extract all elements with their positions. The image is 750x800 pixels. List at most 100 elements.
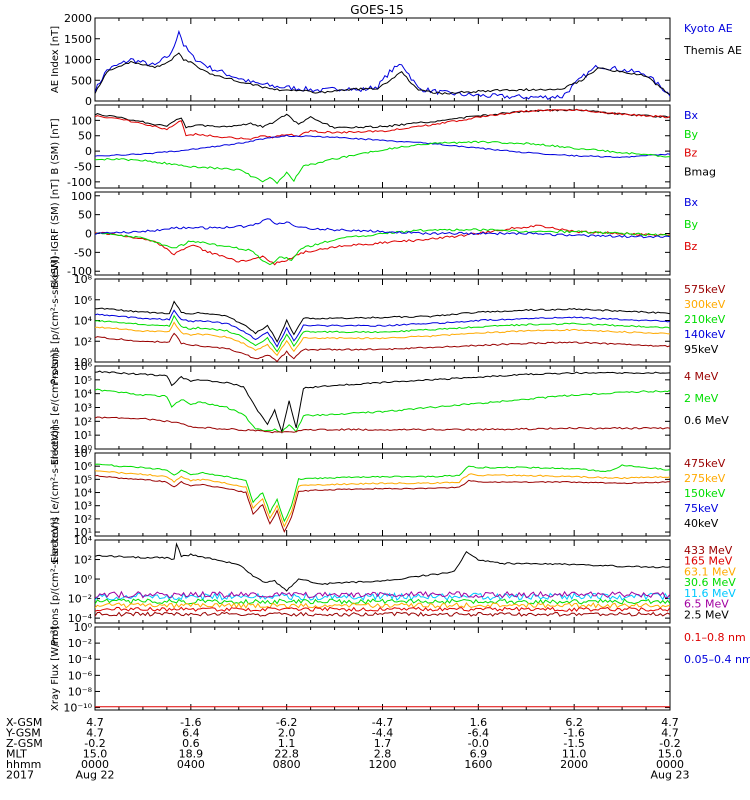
footer-value: -6.4 (468, 727, 489, 740)
legend-entry: Kyoto AE (684, 22, 733, 35)
series-bz (95, 108, 670, 140)
footer-value: 2.8 (374, 748, 392, 761)
y-tick-label: 10⁻⁴ (68, 653, 93, 666)
series-95kev (95, 300, 670, 343)
legend-entry: 6.5 MeV (684, 598, 729, 611)
legend-entry: Bmag (684, 165, 716, 178)
y-tick-label: -50 (74, 160, 92, 173)
footer-value: 6.2 (565, 716, 583, 729)
series-0-6-mev (95, 370, 670, 434)
footer-value: 6.4 (182, 727, 200, 740)
series-group (95, 370, 670, 434)
y-axis-label: Xray Flux [W/m²] (50, 626, 61, 711)
legend-entry: 275keV (684, 472, 726, 485)
footer-value: 15.0 (83, 748, 108, 761)
y-axis-label: Electrons [e/(cm²-s-sr-keV)] (50, 426, 61, 563)
y-axis-label: B (SM)-IGRF (SM) [nT] (50, 179, 61, 288)
legend-entry: 75keV (684, 502, 719, 515)
legend-entry: 0.1–0.8 nm (684, 631, 746, 644)
footer-value: 4.7 (86, 727, 104, 740)
y-tick-label: 50 (78, 209, 92, 222)
y-tick-label: 10⁷ (74, 447, 92, 460)
footer-row-label: 2017 (6, 769, 34, 782)
legend-entry: 300keV (684, 298, 726, 311)
series-575kev (95, 332, 670, 362)
y-tick-label: 10⁻¹⁰ (63, 702, 92, 715)
series-bx (95, 134, 670, 159)
y-tick-label: 10⁰ (74, 443, 93, 456)
series-bmag (95, 108, 670, 129)
series-150kev (95, 463, 670, 523)
legend-entry: Bz (684, 147, 698, 160)
y-tick-label: 2000 (64, 12, 92, 25)
y-tick-label: 0 (85, 145, 92, 158)
series-by (95, 228, 670, 266)
footer-value: 2000 (560, 758, 588, 771)
legend-entry: 0.6 MeV (684, 414, 729, 427)
y-tick-label: 50 (78, 130, 92, 143)
y-tick-label: 1500 (64, 33, 92, 46)
footer-row-label: Y-GSM (5, 727, 41, 740)
footer-row-label: Z-GSM (6, 737, 43, 750)
footer-value: 1600 (464, 758, 492, 771)
footer-value: 1200 (369, 758, 397, 771)
legend-entry: By (684, 218, 699, 231)
series-6-5-mev (95, 590, 670, 599)
legend-entry: Bz (684, 240, 698, 253)
legend-entry: 2 MeV (684, 392, 719, 405)
footer-value: -4.7 (372, 716, 393, 729)
series-433-mev (95, 611, 670, 617)
footer-value: -1.5 (563, 737, 584, 750)
y-tick-label: 10⁵ (74, 473, 92, 486)
footer-row-label: X-GSM (6, 716, 42, 729)
series-300kev (95, 321, 670, 357)
y-tick-label: -100 (67, 176, 92, 189)
footer-value: -0.2 (84, 737, 105, 750)
panel-3: -100 -50 0 50 100 B (SM)-IGRF (SM) [nT] Bx By Bz (50, 179, 699, 288)
y-tick-label: 10⁻² (68, 593, 92, 606)
y-tick-label: 10³ (74, 500, 92, 513)
legend-entry: 95keV (684, 343, 719, 356)
legend-entry: 475keV (684, 457, 726, 470)
y-axis-label: Protons [p/(cm²-s-sr-keV)] (50, 517, 61, 645)
footer-value: 0400 (177, 758, 205, 771)
y-tick-label: 10⁴ (74, 487, 93, 500)
series-2-mev (95, 388, 670, 433)
y-tick-label: 10⁻⁸ (68, 685, 93, 698)
y-tick-label: 10⁻⁶ (68, 669, 93, 682)
footer-row-label: MLT (6, 748, 27, 761)
footer-row-label: hhmm (6, 758, 41, 771)
series-210kev (95, 314, 670, 353)
y-tick-label: 10⁶ (74, 460, 93, 473)
y-tick-label: 10² (74, 513, 92, 526)
y-tick-label: 10⁴ (74, 315, 93, 328)
y-tick-label: 10¹ (74, 429, 92, 442)
series-group (95, 29, 670, 100)
legend-entry: 0.05–0.4 nm (684, 653, 750, 666)
panel-frame (94, 626, 671, 711)
legend-entry: Bx (684, 109, 699, 122)
y-tick-label: 10⁴ (74, 534, 93, 547)
legend-entry: 2.5 MeV (684, 608, 729, 621)
series-by (95, 140, 670, 185)
legend-entry: 433 MeV (684, 544, 733, 557)
legend-entry: Themis AE (683, 44, 742, 57)
footer-value: 1.6 (470, 716, 488, 729)
y-tick-label: 500 (71, 74, 92, 87)
footer-value: Aug 23 (651, 769, 690, 782)
footer-value: 6.9 (470, 748, 488, 761)
series-bx (95, 218, 670, 239)
plot-title: GOES-15 (350, 3, 404, 17)
footer-value: -1.6 (180, 716, 201, 729)
footer-value: 2.0 (278, 727, 296, 740)
y-tick-label: 10² (74, 554, 92, 567)
legend-entry: 4 MeV (684, 370, 719, 383)
y-tick-label: 10³ (74, 402, 92, 415)
y-tick-label: 10⁰ (74, 573, 93, 586)
footer-value: 18.9 (179, 748, 204, 761)
legend-entry: By (684, 128, 699, 141)
